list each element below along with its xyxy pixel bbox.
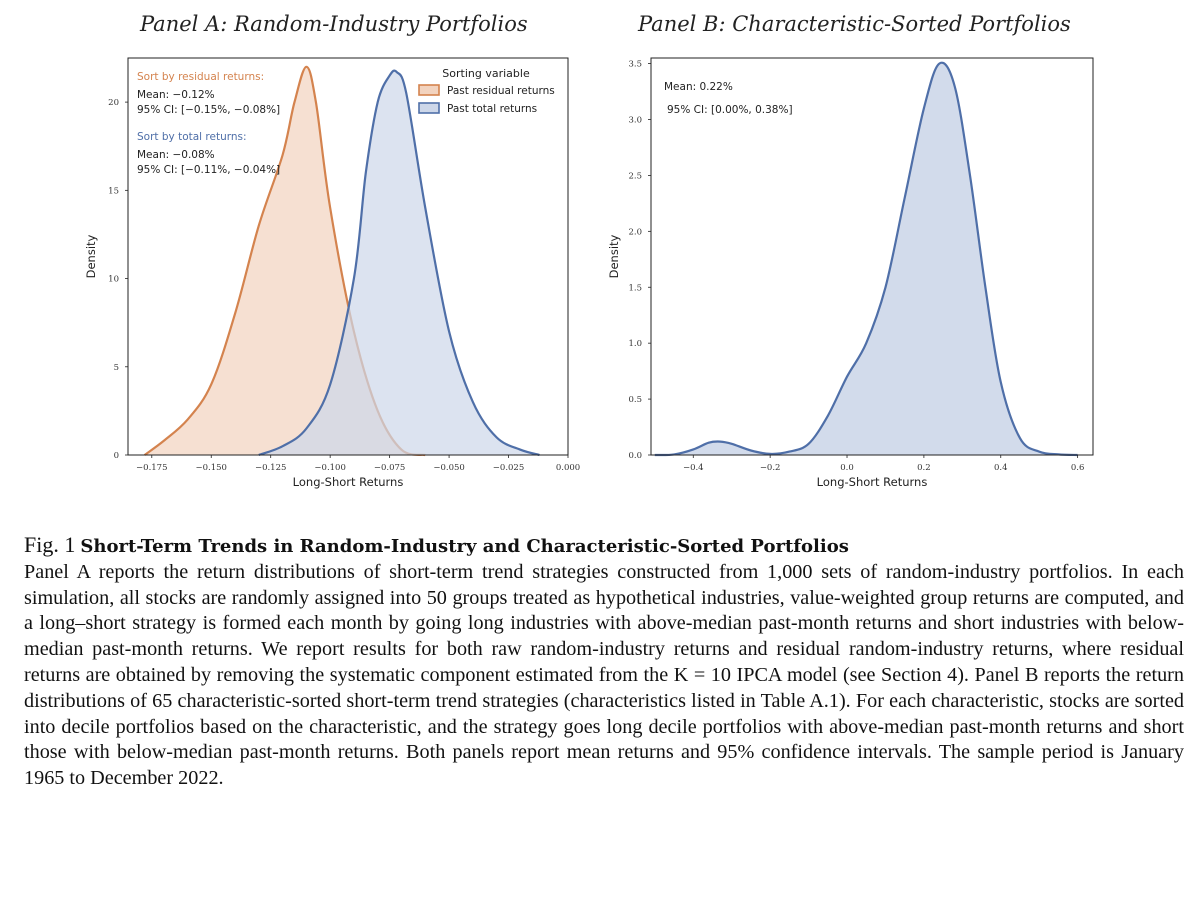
panel-b-series-0-area [654,62,1078,456]
panel-b-xtick-label: −0.4 [683,463,704,473]
panel-b-chart: −0.4 −0.2 0.0 0.2 0.4 0.6 0.0 0.5 1.0 1.5 2.0 2.5 3.… [607,57,1094,489]
panel-b-ytick-label: 0.0 [628,451,642,461]
panel-b-ytick-label: 0.5 [628,395,642,405]
panel-a-ytick-label: 15 [108,186,119,196]
panel-b-ytick-label: 2.5 [628,171,642,181]
panel-b-xtick-label: 0.2 [917,463,931,473]
panel-a-xtick-label: −0.075 [374,463,405,473]
panel-b-y-axis-label: Density [607,234,621,278]
panel-b-ytick-label: 1.5 [628,283,642,293]
panel-b-ytick-label: 3.0 [628,116,642,126]
figure-title: Short-Term Trends in Random-Industry and… [80,536,849,557]
figure-caption: Fig. 1 Short-Term Trends in Random-Indus… [24,532,1184,792]
panel-a-xtick-label: 0.000 [556,463,580,473]
figure-charts: −0.175 −0.150 −0.125 −0.100 −0.075 −0.050 −0.0… [84,57,1094,489]
panel-a-xtick-label: −0.100 [314,463,345,473]
panel-a-residual-ci: 95% CI: [−0.15%, −0.08%] [137,104,280,116]
panel-a-xtick-label: −0.050 [433,463,464,473]
panel-a-ytick-label: 20 [108,98,119,108]
panel-b-series-0-line [654,61,1078,457]
panel-b-ytick-label: 2.0 [628,227,642,237]
panel-a-xtick-label: −0.125 [255,463,286,473]
panel-b-xtick-label: 0.6 [1071,463,1085,473]
panel-b-ytick-label: 3.5 [628,60,642,70]
panel-a-xtick-label: −0.025 [493,463,524,473]
panel-b-mean: Mean: 0.22% [664,81,733,93]
panel-b-title: Panel B: Characteristic-Sorted Portfolio… [638,12,1071,36]
panel-a-y-axis-label: Density [84,234,98,278]
panel-b-x-axis-label: Long-Short Returns [817,475,928,489]
panel-a-total-heading: Sort by total returns: [137,131,247,143]
panel-b-ci: 95% CI: [0.00%, 0.38%] [667,104,793,116]
panel-a-legend-entry: Past residual returns [447,85,555,97]
panel-a-total-mean: Mean: −0.08% [137,149,215,161]
panel-a-residual-heading: Sort by residual returns: [137,71,264,83]
figure-label: Fig. 1 [24,532,76,557]
panel-a-legend-title: Sorting variable [442,67,530,80]
panel-a-x-axis-label: Long-Short Returns [293,475,404,489]
panel-a-series-1-area [258,70,540,455]
panel-b-xtick-label: 0.4 [994,463,1008,473]
panel-a-xtick-label: −0.150 [196,463,227,473]
panel-b-xtick-label: −0.2 [760,463,781,473]
panel-b-xtick-label: 0.0 [840,463,854,473]
panel-a-xtick-label: −0.175 [136,463,167,473]
panel-a-series-1-line [258,69,540,457]
panel-a-legend-entry: Past total returns [447,103,537,115]
panel-b-plot-frame [650,57,1094,456]
panel-a-legend-swatch [418,84,440,96]
panel-a-plot-frame [127,57,569,456]
panel-a-title: Panel A: Random-Industry Portfolios [140,12,528,36]
panel-a-ytick-label: 0 [114,451,119,461]
panel-a-ytick-label: 5 [114,363,119,373]
panel-a-chart: −0.175 −0.150 −0.125 −0.100 −0.075 −0.050 −0.0… [84,57,580,489]
panel-a-residual-mean: Mean: −0.12% [137,89,215,101]
panel-b-ytick-label: 1.0 [628,339,642,349]
figure-description: Panel A reports the return distributions… [24,560,1184,790]
panel-a-legend-swatch [418,102,440,114]
panel-a-total-ci: 95% CI: [−0.11%, −0.04%] [137,164,280,176]
panel-a-ytick-label: 10 [108,275,119,285]
